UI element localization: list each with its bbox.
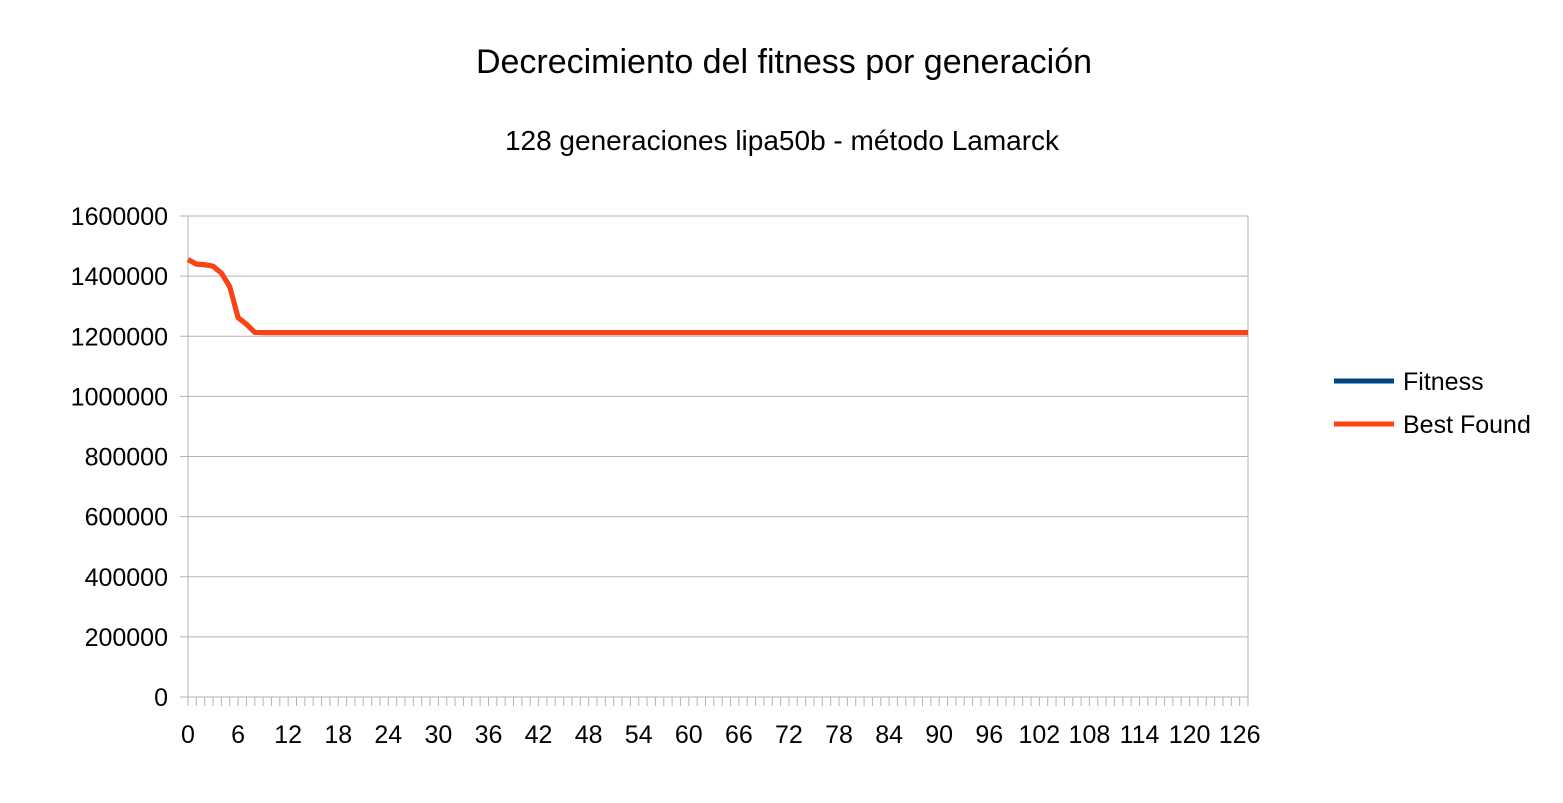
x-tick-label: 12 [274,721,302,749]
x-tick-label: 30 [424,721,452,749]
x-tick-label: 18 [324,721,352,749]
x-tick-label: 84 [875,721,903,749]
chart-subtitle: 128 generaciones lipa50b - método Lamarc… [505,125,1060,156]
x-tick-label: 36 [475,721,503,749]
x-tick-label: 90 [925,721,953,749]
x-tick-label: 72 [775,721,803,749]
series-lines [186,257,1248,336]
y-tick-label: 200000 [85,624,168,652]
legend-label-best-found: Best Found [1403,411,1531,439]
x-tick-label: 6 [231,721,245,749]
x-tick-label: 24 [374,721,402,749]
axes: 0 200000 400000 600000 800000 1000000 1200000 1… [71,203,1261,749]
gridlines [188,215,1249,698]
y-tick-label: 0 [154,684,168,712]
x-tick-label: 108 [1069,721,1111,749]
series-line-fitness [186,257,1248,336]
y-tick-label: 600000 [85,504,168,532]
x-tick-label: 78 [825,721,853,749]
series-line-best-found [186,257,1248,336]
legend-label-fitness: Fitness [1403,368,1484,396]
x-tick-label: 54 [625,721,653,749]
y-tick-label: 1000000 [71,383,168,411]
x-tick-label: 120 [1169,721,1211,749]
x-tick-label: 48 [575,721,603,749]
legend: Fitness Best Found [1334,368,1531,439]
x-tick-label: 114 [1120,721,1160,749]
x-tick-label: 66 [725,721,753,749]
x-tick-label: 0 [181,721,195,749]
y-tick-label: 1600000 [71,203,168,231]
y-tick-label: 1200000 [71,323,168,351]
x-tick-label: 60 [675,721,703,749]
x-tick-label: 102 [1018,721,1060,749]
y-tick-label: 1400000 [71,263,168,291]
chart-title: Decrecimiento del fitness por generación [476,43,1092,81]
x-tick-label: 96 [975,721,1003,749]
y-tick-label: 400000 [85,564,168,592]
y-tick-label: 800000 [85,444,168,472]
x-tick-label: 42 [525,721,553,749]
x-tick-label: 126 [1219,721,1261,749]
